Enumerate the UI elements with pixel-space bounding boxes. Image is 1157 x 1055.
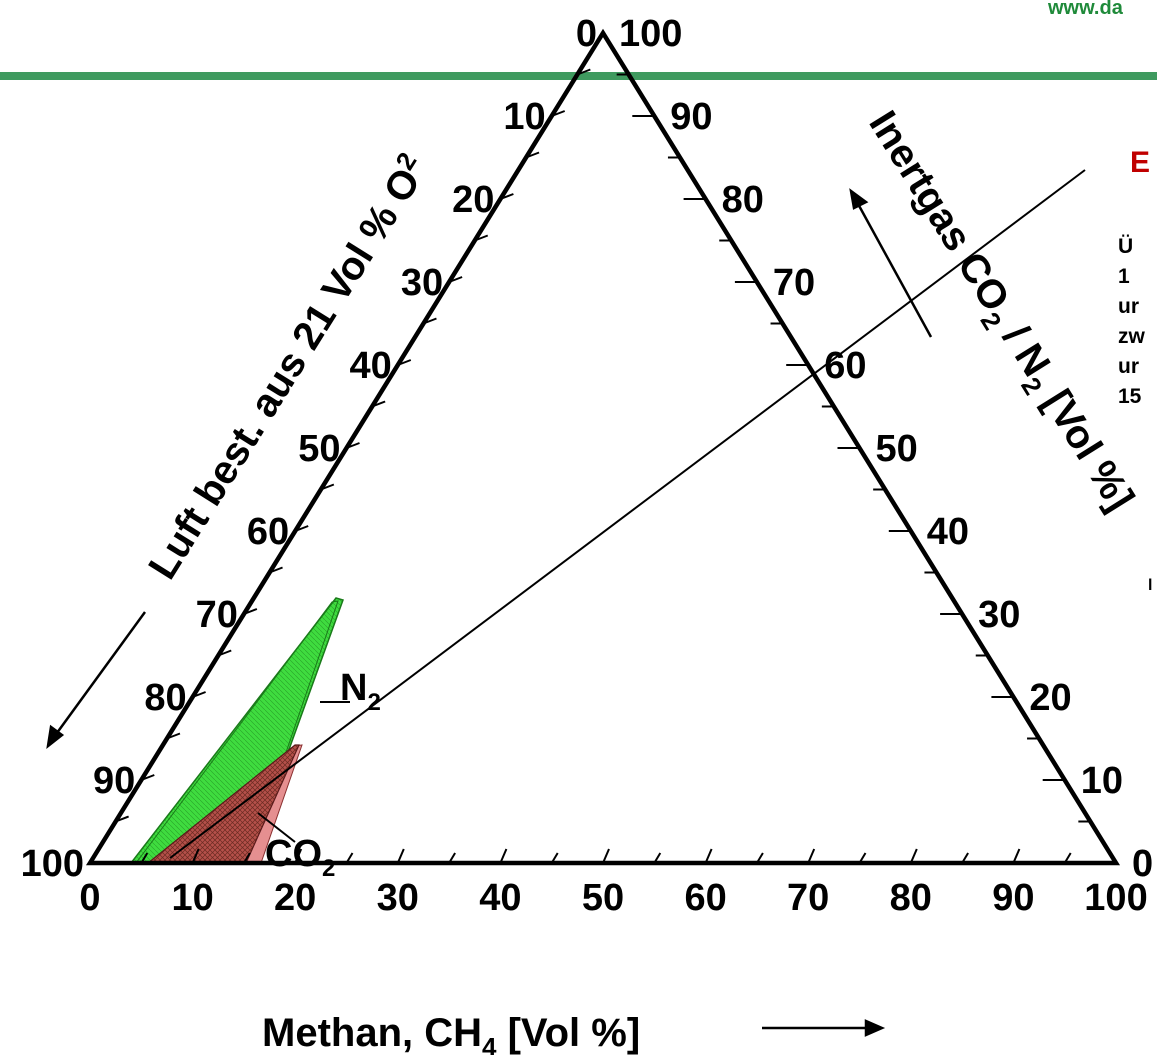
- left-tick: [474, 234, 489, 242]
- bottom-tick: [550, 852, 559, 864]
- left-tick: [346, 442, 360, 449]
- n2-label: N2: [340, 667, 381, 716]
- bottom-tick: [807, 848, 816, 864]
- side-heading: E: [1130, 146, 1150, 179]
- bottom-tick: [1012, 848, 1021, 864]
- side-text-line: ur: [1118, 295, 1139, 318]
- side-fragment: l: [1148, 577, 1152, 594]
- bottom-tick-label: 60: [684, 877, 726, 919]
- bottom-tick-label: 80: [890, 877, 932, 919]
- left-tick: [320, 483, 335, 491]
- bottom-tick-label: 90: [992, 877, 1034, 919]
- bottom-tick: [396, 848, 405, 864]
- left-tick: [525, 151, 540, 159]
- bottom-tick-label: 50: [582, 877, 624, 919]
- left-tick: [269, 566, 283, 574]
- left-tick: [500, 193, 514, 200]
- left-tick: [115, 815, 130, 823]
- bottom-tick: [1063, 852, 1072, 864]
- bottom-tick-label: 20: [274, 877, 316, 919]
- axis-ticks: [115, 68, 1091, 864]
- left-tick: [448, 276, 463, 283]
- bottom-axis-title: Methan, CH4 [Vol %]: [262, 1011, 640, 1055]
- bottom-tick: [345, 852, 354, 864]
- right-tick-label: 10: [1081, 760, 1123, 802]
- left-tick: [397, 359, 412, 366]
- side-text-line: zw: [1118, 325, 1146, 348]
- arrow-head-right: [849, 188, 869, 210]
- co2-label: CO2: [265, 833, 335, 882]
- left-tick-label: 50: [298, 428, 340, 470]
- left-tick-label: 80: [144, 677, 186, 719]
- bottom-tick: [140, 852, 149, 864]
- right-tick-label: 60: [824, 345, 866, 387]
- right-tick-label: 0: [1132, 843, 1153, 885]
- left-tick-label: 0: [576, 13, 597, 55]
- left-tick: [217, 649, 232, 657]
- bottom-tick-labels: 0 10 20 30 40 50 60 70 80 90 100: [79, 877, 1147, 919]
- bottom-tick: [294, 848, 303, 864]
- left-tick: [576, 68, 591, 76]
- bottom-tick-label: 100: [1084, 877, 1147, 919]
- co2-leader: [257, 812, 296, 843]
- left-tick-label: 20: [452, 179, 494, 221]
- side-text-line: Ü: [1118, 235, 1133, 258]
- left-tick-label: 40: [350, 345, 392, 387]
- side-text-line: 1: [1118, 265, 1130, 288]
- bottom-tick: [602, 848, 610, 864]
- left-tick: [243, 608, 258, 615]
- bottom-tick-label: 10: [171, 877, 213, 919]
- bottom-tick-label: 0: [79, 877, 100, 919]
- arrow-head-bottom: [864, 1019, 886, 1037]
- right-tick-label: 40: [927, 511, 969, 553]
- bottom-tick-label: 30: [377, 877, 419, 919]
- bottom-tick: [909, 848, 918, 864]
- bottom-tick-label: 70: [787, 877, 829, 919]
- right-tick-label: 20: [1029, 677, 1071, 719]
- side-text-line: ur: [1118, 355, 1139, 378]
- bottom-tick: [961, 852, 969, 864]
- bottom-tick: [756, 852, 764, 864]
- left-tick: [294, 525, 309, 532]
- arrow-head-left: [46, 724, 65, 749]
- left-tick: [140, 774, 155, 781]
- left-tick: [551, 110, 566, 117]
- left-tick-label: 90: [93, 760, 135, 802]
- left-tick-label: 10: [503, 96, 545, 138]
- url-text: www.da: [1047, 0, 1124, 19]
- bottom-tick: [448, 852, 456, 864]
- left-tick-label: 60: [247, 511, 289, 553]
- side-text-line: 15: [1118, 385, 1142, 408]
- bottom-tick: [191, 848, 200, 864]
- bottom-tick: [704, 848, 713, 864]
- right-tick-label: 50: [876, 428, 918, 470]
- right-tick-label: 70: [773, 262, 815, 304]
- left-tick: [423, 317, 437, 325]
- right-tick-label: 100: [619, 13, 682, 55]
- reference-line: [169, 169, 1086, 859]
- right-tick-label: 90: [670, 96, 712, 138]
- left-tick: [166, 732, 181, 740]
- side-text: Ü 1 ur zw ur 15: [1118, 235, 1146, 408]
- left-tick-label: 30: [401, 262, 443, 304]
- left-tick-label: 100: [21, 843, 84, 885]
- left-tick: [371, 400, 386, 408]
- bottom-tick: [653, 852, 662, 864]
- right-tick-label: 30: [978, 594, 1020, 636]
- direction-arrows: [46, 188, 933, 1037]
- bottom-tick: [243, 852, 251, 864]
- bottom-tick-label: 40: [479, 877, 521, 919]
- right-tick-label: 80: [722, 179, 764, 221]
- bottom-tick: [499, 848, 508, 864]
- bottom-tick: [858, 852, 867, 864]
- left-tick: [192, 691, 206, 698]
- left-tick-label: 70: [196, 594, 238, 636]
